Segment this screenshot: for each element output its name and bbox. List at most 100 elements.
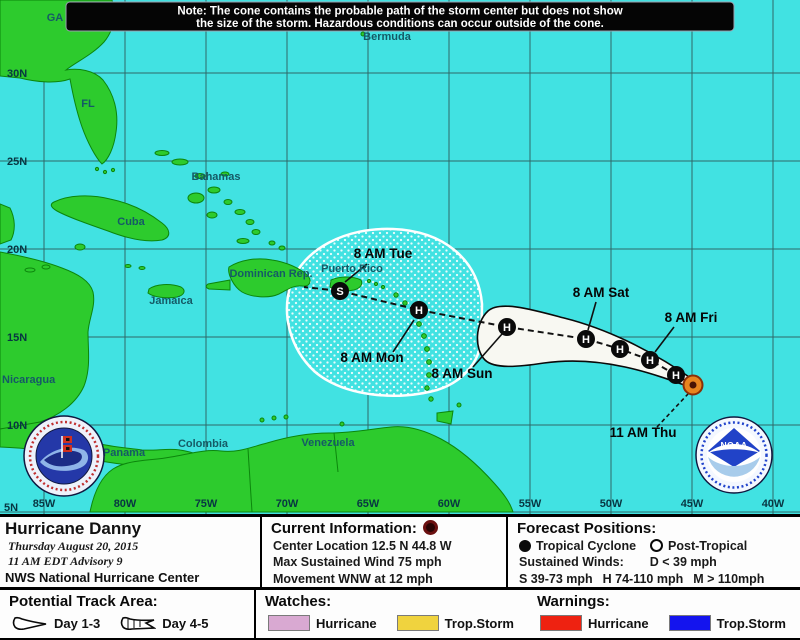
post-tropical-icon: [650, 539, 664, 552]
svg-text:H: H: [503, 322, 511, 334]
marker-hurricane: H: [410, 301, 428, 319]
map-svg: H H H H H H S 8 AM Tue 8 AM Mon 8 AM: [0, 0, 800, 514]
forecast-markers: H H H H H H S: [331, 282, 704, 396]
svg-text:S: S: [336, 286, 343, 298]
day4-5-cone-icon: [120, 616, 157, 631]
day1-3-cone-icon: [12, 616, 47, 631]
label-panama: Panama: [103, 447, 146, 459]
day4-5-label: Day 4-5: [162, 616, 209, 631]
label-ga: GA: [47, 12, 64, 24]
forecast-track-line: [303, 286, 694, 386]
noaa-logo: NOAA: [695, 416, 773, 494]
center-location: Center Location 12.5 N 44.8 W: [273, 539, 452, 553]
current-information-block: Current Information: Center Location 12.…: [262, 517, 508, 587]
current-position-icon: [682, 374, 704, 396]
lon-label: 55W: [519, 498, 542, 510]
current-information-header: Current Information:: [271, 520, 506, 537]
lat-label: 10N: [7, 420, 27, 432]
label-bahamas: Bahamas: [192, 171, 241, 183]
label-venezuela: Venezuela: [301, 437, 355, 449]
tropical-cyclone-icon: [519, 540, 531, 552]
marker-hurricane: H: [611, 340, 629, 358]
marker-hurricane: H: [641, 351, 659, 369]
lon-label: 85W: [33, 498, 56, 510]
label-pointer-lines: [344, 263, 689, 428]
wind-category-s: S 39-73 mph: [519, 571, 593, 586]
noaa-logo-text: NOAA: [720, 440, 747, 450]
track-time-labels: 8 AM Tue 8 AM Mon 8 AM Sun 8 AM Sat 8 AM…: [340, 246, 717, 440]
lat-label: 25N: [7, 156, 27, 168]
sustained-winds-label: Sustained Winds:: [519, 555, 624, 570]
storm-advisory: 11 AM EDT Advisory 9: [8, 554, 123, 568]
hurricane-warning-swatch: [539, 615, 582, 631]
land-south-america: [89, 426, 514, 513]
label-dominican-rep: Dominican Rep.: [229, 268, 312, 280]
note-line-2: the size of the storm. Hazardous conditi…: [196, 18, 604, 30]
trop-storm-warning-label: Trop.Storm: [716, 615, 786, 631]
label-8am-tue: 8 AM Tue: [354, 246, 413, 261]
potential-track-area-block: Potential Track Area: Day 1-3 Day 4-5: [0, 590, 256, 638]
wind-category-h: H 74-110 mph: [602, 571, 684, 586]
land-cuba: [50, 195, 170, 242]
note-box: Note: The cone contains the probable pat…: [65, 1, 735, 32]
svg-text:H: H: [672, 370, 680, 382]
label-cuba: Cuba: [117, 216, 145, 228]
label-colombia: Colombia: [178, 438, 229, 450]
note-line-1: Note: The cone contains the probable pat…: [177, 6, 622, 18]
potential-track-area-header: Potential Track Area:: [9, 593, 158, 610]
post-tropical-label: Post-Tropical: [668, 539, 748, 553]
trop-storm-watch-label: Trop.Storm: [444, 615, 514, 631]
forecast-positions-block: Forecast Positions: Tropical Cyclone Post…: [508, 517, 800, 587]
marker-tropical-storm: S: [331, 282, 349, 300]
forecast-cone-map: H H H H H H S 8 AM Tue 8 AM Mon 8 AM: [0, 0, 800, 514]
label-8am-fri: 8 AM Fri: [665, 310, 718, 325]
hurricane-watch-label: Hurricane: [315, 615, 377, 631]
warnings-header: Warnings:: [536, 593, 610, 610]
svg-text:H: H: [415, 305, 423, 317]
landmasses: [0, 0, 514, 513]
label-11am-thu: 11 AM Thu: [609, 425, 676, 440]
lat-label: 15N: [7, 332, 27, 344]
lon-label: 70W: [276, 498, 299, 510]
land-lesser-antilles: [259, 278, 462, 427]
land-bahamas-islands: [154, 150, 286, 251]
label-8am-sat: 8 AM Sat: [573, 285, 630, 300]
label-8am-sun: 8 AM Sun: [431, 366, 492, 381]
hurricane-warning-label: Hurricane: [587, 615, 649, 631]
forecast-positions-header: Forecast Positions:: [517, 520, 657, 537]
sustained-winds-line: Sustained Winds: D < 39 mph: [519, 554, 800, 570]
lon-label: 75W: [195, 498, 218, 510]
wind-category-d: D < 39 mph: [649, 555, 717, 570]
graticule-labels: 30N 25N 20N 15N 10N 5N 85W 80W 75W 70W 6…: [4, 68, 785, 514]
svg-text:H: H: [582, 334, 590, 346]
svg-text:H: H: [616, 344, 624, 356]
marker-hurricane: H: [577, 330, 595, 348]
info-panel-top-row: Hurricane Danny Thursday August 20, 2015…: [0, 517, 800, 590]
trop-storm-warning-swatch: [668, 615, 711, 631]
land-bermuda: [360, 31, 366, 37]
marker-hurricane: H: [498, 318, 516, 336]
lon-label: 65W: [357, 498, 380, 510]
label-jamaica: Jamaica: [149, 295, 193, 307]
label-nicaragua: Nicaragua: [2, 374, 56, 386]
day1-3-label: Day 1-3: [54, 616, 101, 631]
info-panel: Hurricane Danny Thursday August 20, 2015…: [0, 514, 800, 640]
lon-label: 45W: [681, 498, 704, 510]
label-8am-mon: 8 AM Mon: [340, 350, 403, 365]
land-hispaniola: [228, 258, 311, 298]
cone-day4-5: [285, 227, 484, 397]
lat-label: 5N: [4, 502, 18, 514]
wind-categories-line: S 39-73 mph H 74-110 mph M > 110mph: [519, 571, 800, 587]
lat-label: 20N: [7, 244, 27, 256]
movement: Movement WNW at 12 mph: [273, 571, 433, 586]
nhc-logo: [23, 415, 105, 497]
lon-label: 80W: [114, 498, 137, 510]
storm-name: Hurricane Danny: [5, 519, 142, 538]
lon-label: 40W: [762, 498, 785, 510]
info-panel-bottom-row: Potential Track Area: Day 1-3 Day 4-5 Wa…: [0, 590, 800, 638]
lon-label: 60W: [438, 498, 461, 510]
watches-header: Watches:: [264, 593, 332, 610]
warnings-block: Warnings: Hurricane Trop.Storm: [528, 590, 800, 638]
tropical-cyclone-label: Tropical Cyclone: [536, 539, 637, 553]
lat-label: 30N: [7, 68, 27, 80]
